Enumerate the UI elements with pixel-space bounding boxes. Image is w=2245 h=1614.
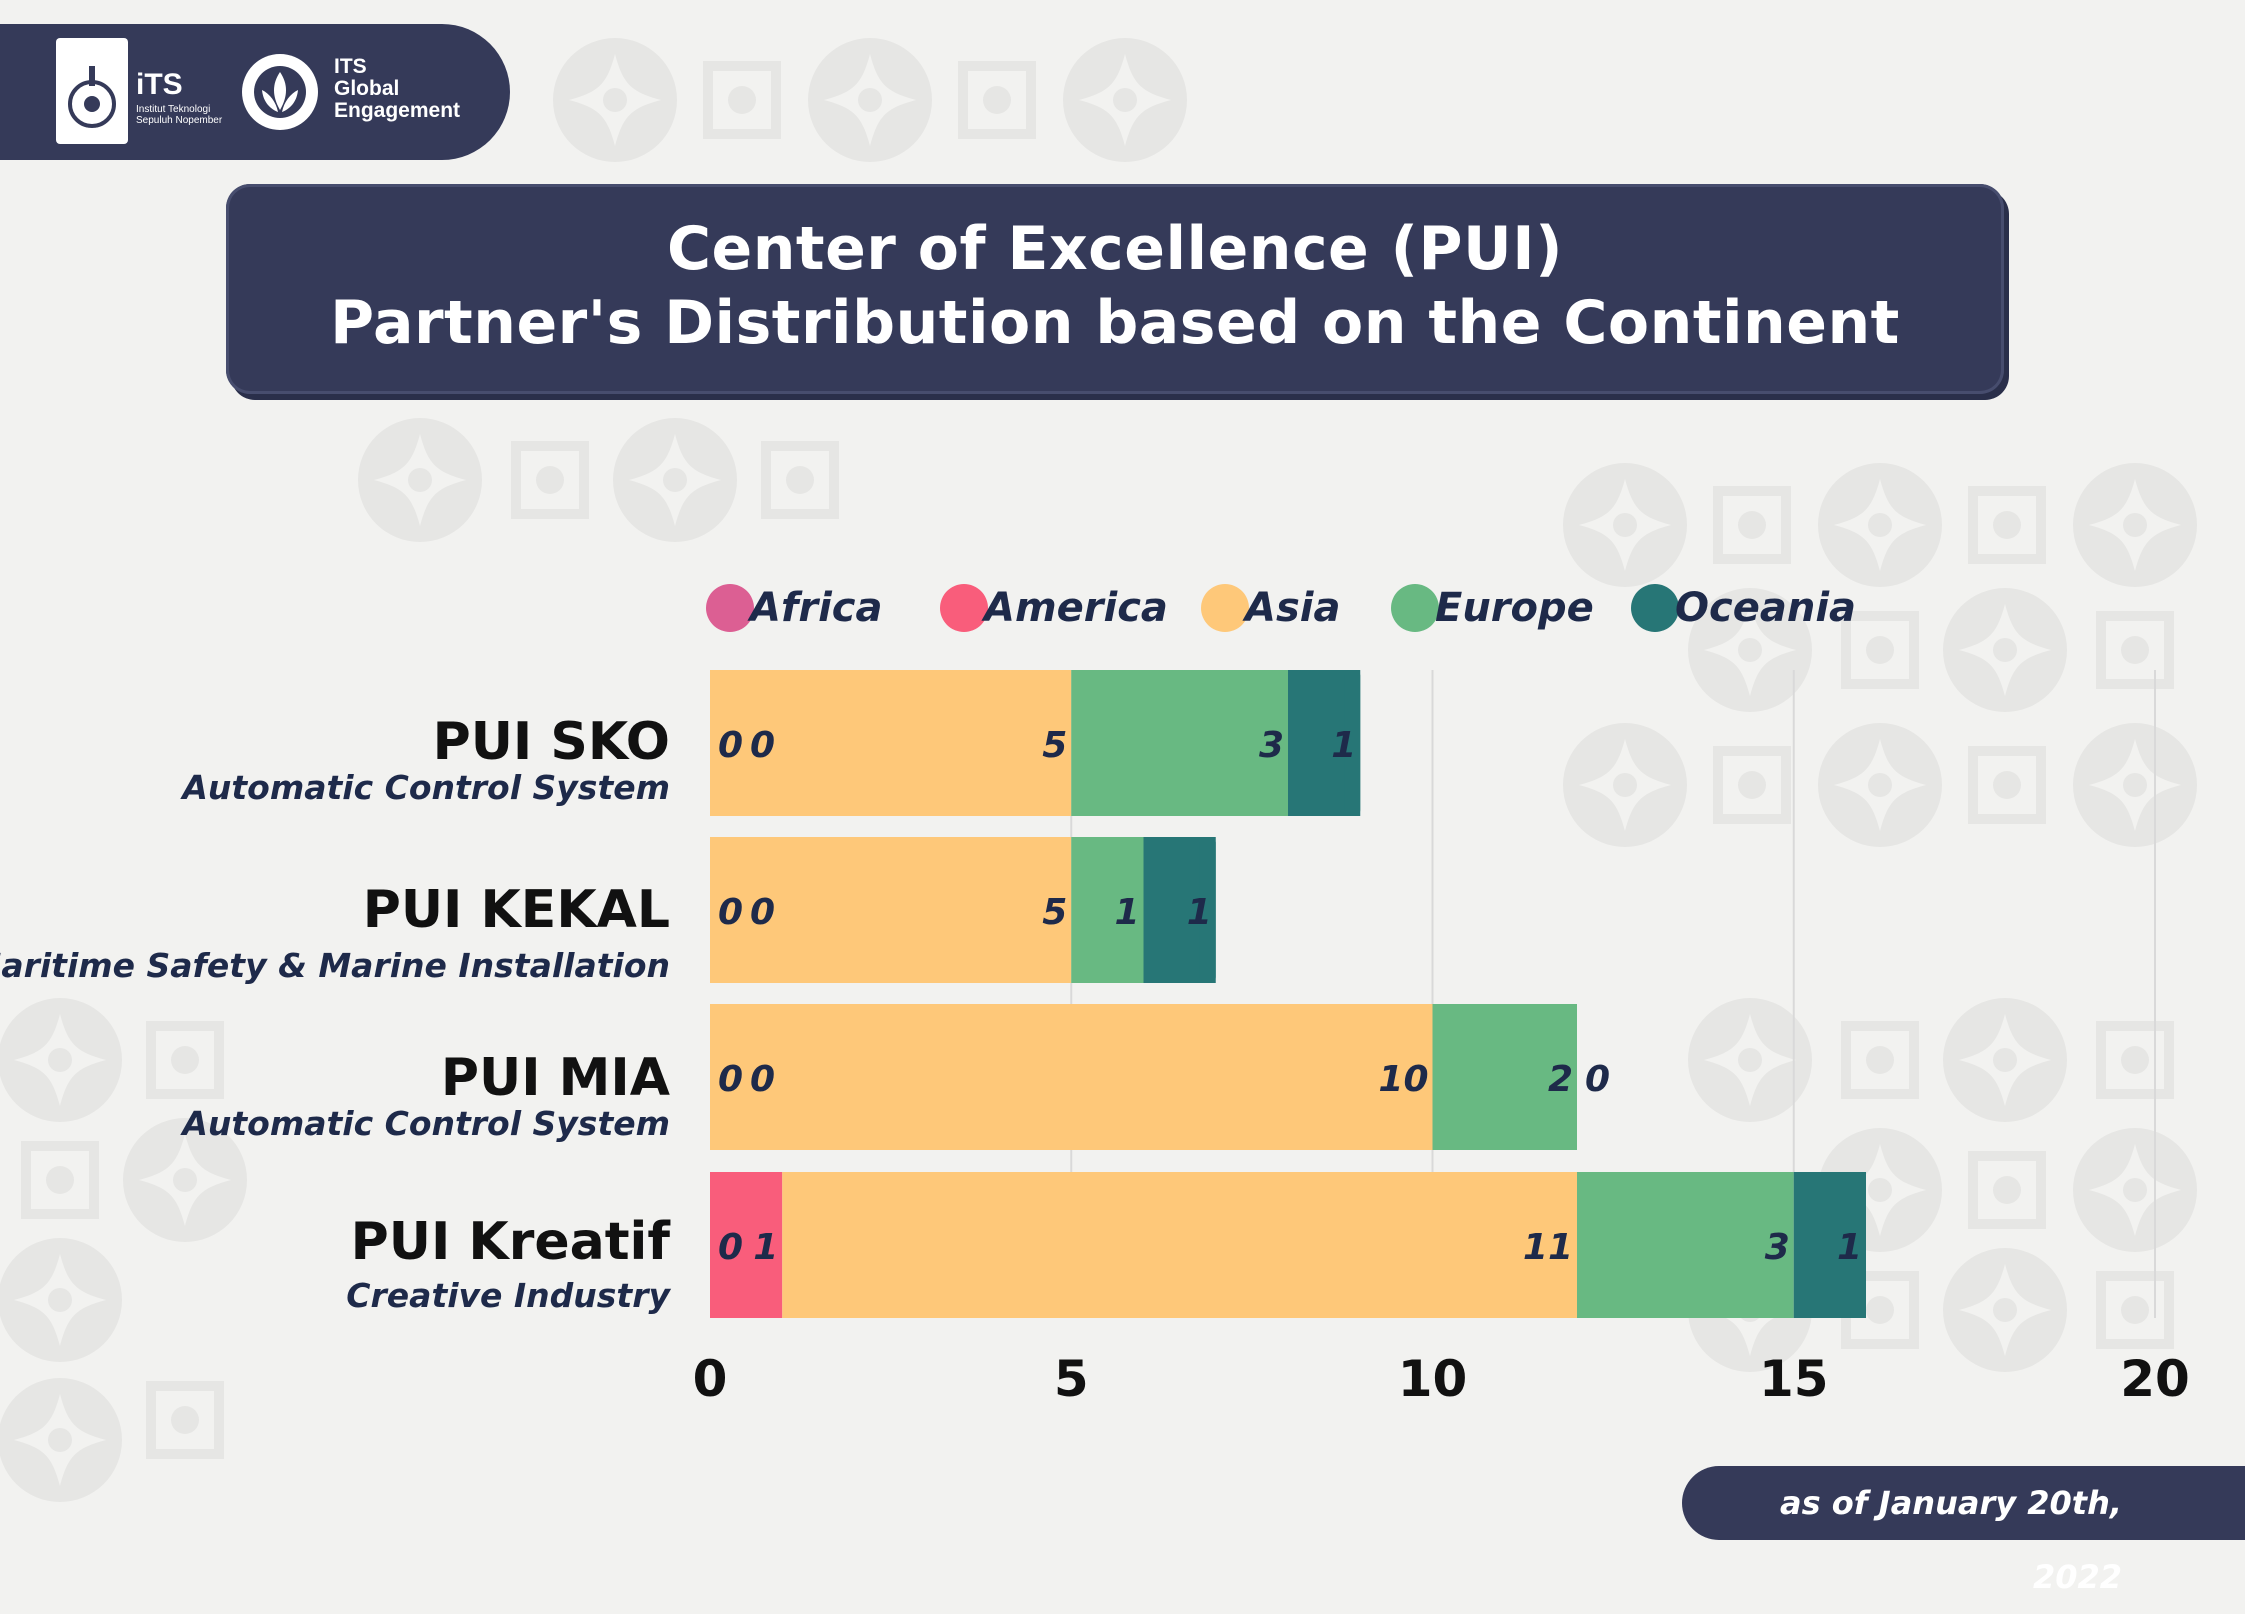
data-label: 5	[1042, 892, 1067, 933]
title-line-1: Center of Excellence (PUI)	[666, 214, 1563, 284]
legend-africa: Africa	[706, 580, 883, 636]
x-tick-label: 20	[2120, 1350, 2190, 1408]
x-tick-label: 15	[1759, 1350, 1829, 1408]
legend-asia-swatch	[1201, 584, 1249, 632]
bar-segment-europe	[1577, 1172, 1794, 1318]
data-label: 0	[1585, 1059, 1610, 1100]
x-tick-label: 10	[1398, 1350, 1468, 1408]
legend-oceania-label: Oceania	[1675, 585, 1857, 631]
category-label: PUI KEKAL	[362, 880, 670, 940]
data-label: 11	[1523, 1227, 1573, 1268]
data-label: 1	[753, 1227, 778, 1268]
category-subtitle: Automatic Control System	[182, 768, 670, 807]
category-subtitle: Automatic Control System	[182, 1104, 670, 1143]
data-label: 10	[1378, 1059, 1428, 1100]
data-label: 0	[718, 725, 743, 766]
bar-end-cap	[1561, 1004, 1577, 1150]
legend-oceania: Oceania	[1631, 580, 1856, 636]
bar-end-cap	[1199, 837, 1216, 983]
ge-line-2: Global	[334, 77, 400, 100]
data-label: 3	[1259, 725, 1284, 766]
legend-europe-label: Europe	[1435, 585, 1594, 631]
date-badge: as of January 20th, 2022	[1682, 1466, 2245, 1596]
bar-segment-europe	[1071, 837, 1144, 983]
data-label: 1	[1837, 1227, 1862, 1268]
category-label: PUI MIA	[440, 1048, 670, 1108]
legend-oceania-swatch	[1631, 584, 1679, 632]
bar-segment-asia	[710, 837, 1072, 983]
data-label: 1	[1114, 892, 1139, 933]
legend-europe-swatch	[1391, 584, 1439, 632]
legend-africa-label: Africa	[750, 585, 883, 631]
global-engagement-emblem	[242, 54, 318, 130]
ge-line-1: ITS	[334, 55, 367, 78]
legend-america-swatch	[940, 584, 988, 632]
x-tick-label: 0	[693, 1350, 728, 1408]
data-label: 5	[1042, 725, 1067, 766]
data-label: 0	[718, 892, 743, 933]
category-subtitle: Creative Industry	[346, 1276, 670, 1315]
bar-segment-asia	[710, 1004, 1433, 1150]
ge-line-3: Engagement	[334, 99, 461, 122]
category-label: PUI SKO	[432, 712, 670, 772]
data-label: 0	[718, 1059, 743, 1100]
bar-segment-europe	[1071, 670, 1288, 816]
legend-africa-swatch	[706, 584, 754, 632]
category-subtitle: Maritime Safety & Marine Installation	[0, 946, 670, 985]
its-logo	[56, 38, 128, 144]
data-label: 3	[1765, 1227, 1790, 1268]
title-banner: Center of Excellence (PUI) Partner's Dis…	[226, 184, 2004, 394]
x-tick-label: 5	[1054, 1350, 1089, 1408]
data-label: 0	[750, 892, 775, 933]
data-label: 1	[1331, 725, 1356, 766]
data-label: 1	[1187, 892, 1212, 933]
category-label: PUI Kreatif	[350, 1212, 670, 1272]
bar-segment-asia	[710, 670, 1072, 816]
data-label: 0	[750, 725, 775, 766]
legend-asia-label: Asia	[1245, 585, 1341, 631]
data-label: 2	[1548, 1059, 1573, 1100]
date-text: as of January 20th, 2022	[1779, 1484, 2122, 1596]
data-label: 0	[750, 1059, 775, 1100]
legend-europe: Europe	[1391, 580, 1594, 636]
data-label: 0	[718, 1227, 743, 1268]
legend-america-label: America	[984, 585, 1168, 631]
bar-end-cap	[1344, 670, 1361, 816]
title-line-2: Partner's Distribution based on the Cont…	[330, 288, 1900, 358]
bar-segment-asia	[782, 1172, 1577, 1318]
legend-asia: Asia	[1201, 580, 1340, 636]
global-engagement-text: ITS Global Engagement	[334, 56, 460, 122]
bar-end-cap	[1850, 1172, 1866, 1318]
legend-america: America	[940, 580, 1168, 636]
its-logo-word: iTS	[136, 68, 183, 101]
bar-segment-europe	[1432, 1004, 1577, 1150]
its-logo-subtitle: Institut Teknologi Sepuluh Nopember	[136, 104, 223, 126]
bar-segment-america	[710, 1172, 783, 1318]
logo-header: iTS Institut Teknologi Sepuluh Nopember …	[0, 24, 510, 160]
